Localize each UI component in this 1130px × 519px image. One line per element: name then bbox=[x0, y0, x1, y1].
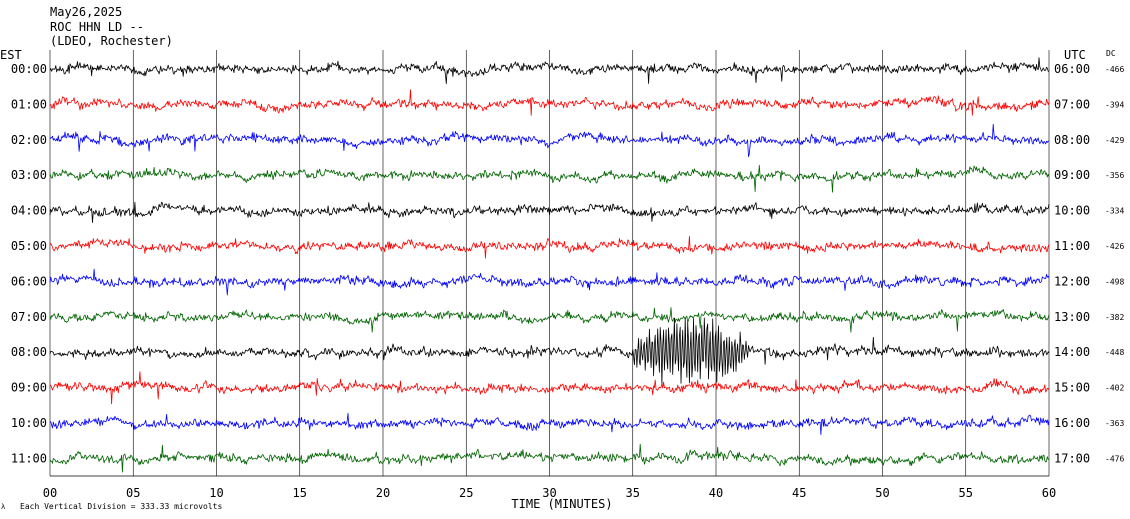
x-tick-label: 25 bbox=[459, 486, 473, 500]
trace-line bbox=[49, 57, 1050, 85]
dc-value: -363 bbox=[1105, 419, 1124, 428]
trace-line bbox=[49, 201, 1050, 224]
trace-line bbox=[49, 235, 1050, 259]
trace-line bbox=[49, 164, 1050, 193]
dc-value: -476 bbox=[1105, 454, 1124, 463]
trace-line bbox=[49, 89, 1050, 116]
x-tick-label: 55 bbox=[959, 486, 973, 500]
est-label: 06:00 bbox=[11, 274, 47, 288]
est-labels: 00:00 01:00 02:00 03:00 04:00 05:00 06:00 07:00… bbox=[11, 62, 47, 465]
dc-value: -426 bbox=[1105, 242, 1124, 251]
utc-label: 06:00 bbox=[1054, 62, 1090, 76]
x-tick-label: 50 bbox=[875, 486, 889, 500]
trace-line bbox=[49, 268, 1050, 296]
footer-scale-note: Each Vertical Division = 333.33 microvol… bbox=[20, 502, 222, 511]
utc-label: 17:00 bbox=[1054, 451, 1090, 465]
utc-label: 13:00 bbox=[1054, 310, 1090, 324]
x-tick-label: 00 bbox=[43, 486, 57, 500]
right-axis-label: UTC bbox=[1064, 48, 1086, 62]
x-tick-label: 60 bbox=[1042, 486, 1056, 500]
dc-value: -382 bbox=[1105, 313, 1124, 322]
est-label: 01:00 bbox=[11, 97, 47, 111]
dc-value: -448 bbox=[1105, 348, 1124, 357]
utc-label: 15:00 bbox=[1054, 381, 1090, 395]
est-label: 07:00 bbox=[11, 310, 47, 324]
x-tick-label: 10 bbox=[209, 486, 223, 500]
trace-line bbox=[49, 123, 1050, 158]
est-label: 03:00 bbox=[11, 168, 47, 182]
x-tick-labels: 00 05 10 15 20 25 30 35 40 45 50 55 60 bbox=[43, 486, 1056, 500]
dc-value: -356 bbox=[1105, 171, 1124, 180]
left-axis-label: EST bbox=[0, 48, 22, 62]
est-label: 04:00 bbox=[11, 204, 47, 218]
dc-value: -466 bbox=[1105, 65, 1124, 74]
x-tick-label: 45 bbox=[792, 486, 806, 500]
est-label: 08:00 bbox=[11, 345, 47, 359]
trace-line bbox=[49, 317, 1050, 386]
utc-label: 08:00 bbox=[1054, 133, 1090, 147]
x-axis-title: TIME (MINUTES) bbox=[511, 497, 612, 511]
x-tick-label: 20 bbox=[376, 486, 390, 500]
x-tick-label: 15 bbox=[293, 486, 307, 500]
header-network: (LDEO, Rochester) bbox=[50, 34, 173, 48]
header-station: ROC HHN LD -- bbox=[50, 20, 144, 34]
dc-values: -466 -394 -429 -356 -334 -426 -498 -382 -448 -402… bbox=[1105, 65, 1124, 463]
utc-label: 09:00 bbox=[1054, 168, 1090, 182]
dc-value: -498 bbox=[1105, 277, 1124, 286]
dc-label: DC bbox=[1106, 49, 1116, 58]
x-tick-label: 05 bbox=[126, 486, 140, 500]
trace-line bbox=[49, 371, 1050, 405]
header-date: May26,2025 bbox=[50, 5, 122, 19]
dc-value: -402 bbox=[1105, 384, 1124, 393]
utc-label: 14:00 bbox=[1054, 345, 1090, 359]
dc-value: -429 bbox=[1105, 136, 1124, 145]
vertical-grid bbox=[49, 50, 1050, 477]
x-tick-label: 40 bbox=[709, 486, 723, 500]
utc-labels: 06:00 07:00 08:00 09:00 10:00 11:00 12:00 13:00… bbox=[1054, 62, 1090, 465]
dc-value: -394 bbox=[1105, 100, 1124, 109]
utc-label: 16:00 bbox=[1054, 416, 1090, 430]
trace-line bbox=[49, 412, 1050, 436]
est-label: 09:00 bbox=[11, 381, 47, 395]
trace-group bbox=[49, 57, 1050, 473]
est-label: 02:00 bbox=[11, 133, 47, 147]
trace-line bbox=[49, 443, 1050, 473]
utc-label: 07:00 bbox=[1054, 97, 1090, 111]
scale-icon: λ bbox=[1, 503, 5, 511]
trace-line bbox=[49, 307, 1050, 333]
est-label: 11:00 bbox=[11, 451, 47, 465]
utc-label: 10:00 bbox=[1054, 204, 1090, 218]
utc-label: 12:00 bbox=[1054, 274, 1090, 288]
dc-value: -334 bbox=[1105, 207, 1124, 216]
est-label: 05:00 bbox=[11, 239, 47, 253]
x-tick-label: 30 bbox=[542, 486, 556, 500]
utc-label: 11:00 bbox=[1054, 239, 1090, 253]
x-tick-label: 35 bbox=[626, 486, 640, 500]
est-label: 10:00 bbox=[11, 416, 47, 430]
est-label: 00:00 bbox=[11, 62, 47, 76]
